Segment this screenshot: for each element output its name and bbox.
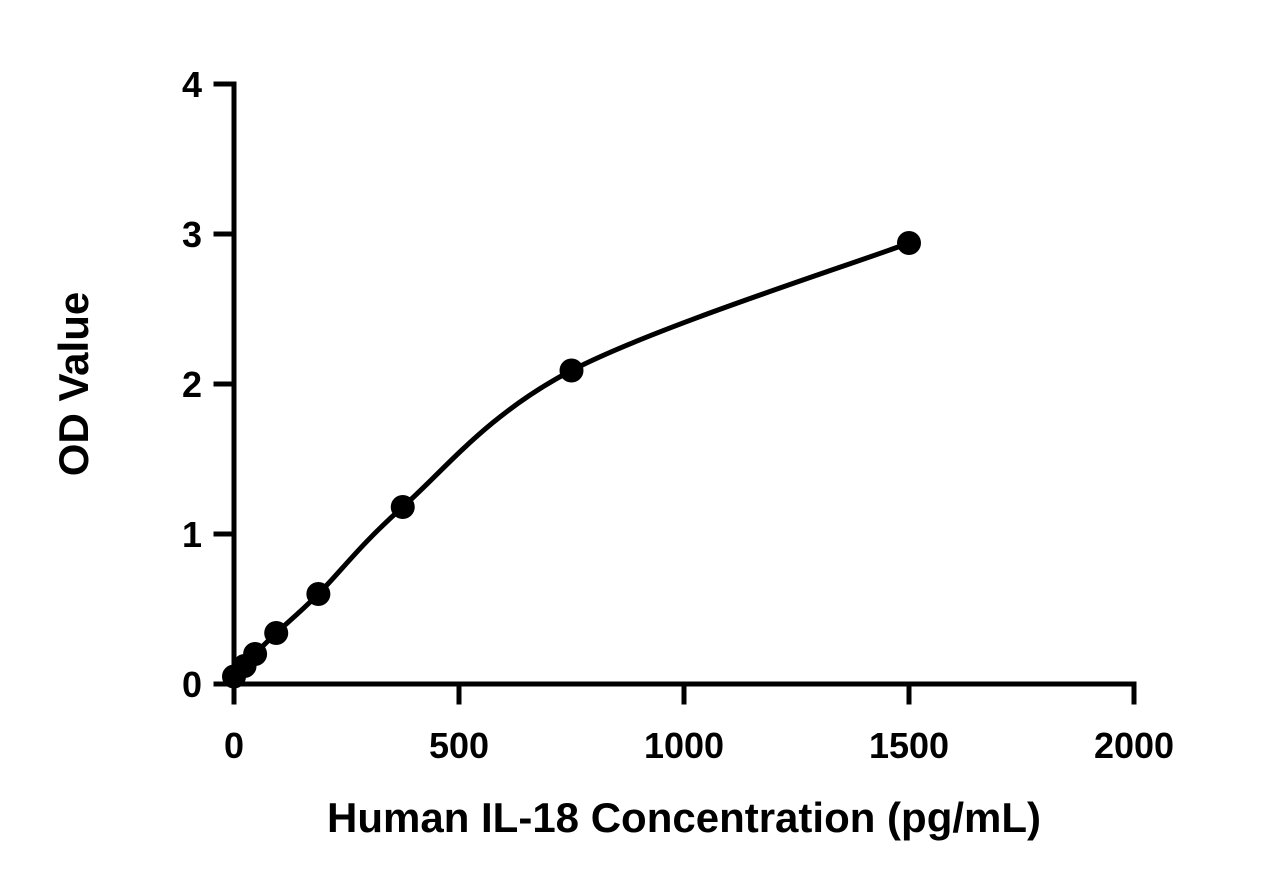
x-axis-title: Human IL-18 Concentration (pg/mL) [327, 794, 1041, 841]
y-axis-title: OD Value [50, 292, 97, 476]
fit-curve-layer [232, 240, 910, 679]
data-point [264, 621, 289, 645]
data-points-layer [222, 231, 921, 689]
x-tick-label: 2000 [1094, 725, 1174, 766]
axes: 0 1 2 3 4 0 500 1000 1500 2000 [182, 64, 1174, 766]
data-point [897, 231, 921, 255]
data-point [559, 358, 584, 383]
y-tick-label: 3 [182, 214, 202, 255]
x-tick-label: 1000 [644, 725, 724, 766]
y-tick-label: 1 [182, 514, 202, 555]
data-point [306, 582, 331, 606]
y-tick-label: 4 [182, 64, 202, 105]
fit-curve [232, 240, 910, 679]
x-tick-label: 0 [224, 725, 244, 766]
y-tick-label: 0 [182, 664, 202, 705]
y-tick-label: 2 [182, 364, 202, 405]
x-tick-label: 1500 [869, 725, 949, 766]
data-point [243, 642, 268, 666]
x-tick-label: 500 [429, 725, 489, 766]
data-point [390, 495, 415, 519]
